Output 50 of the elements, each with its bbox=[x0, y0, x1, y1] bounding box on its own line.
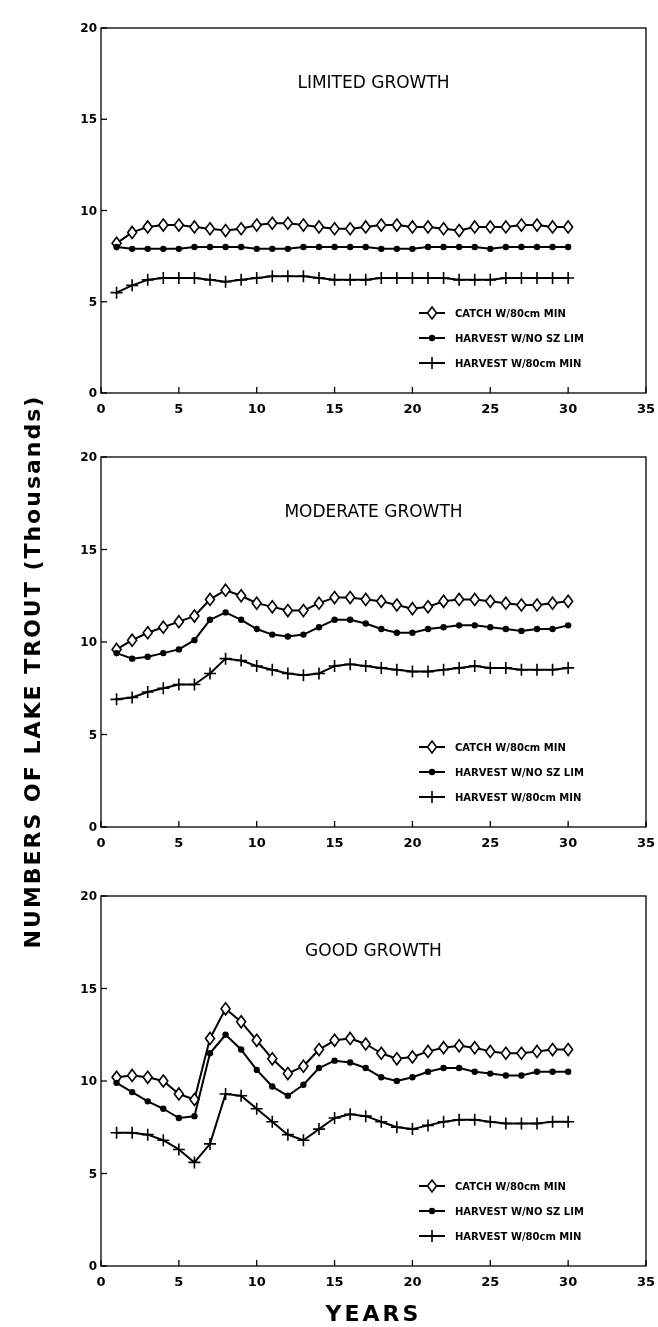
x-tick-label: 30 bbox=[559, 1274, 578, 1289]
x-tick-label: 20 bbox=[403, 1274, 422, 1289]
text: MODERATE GROWTH bbox=[284, 501, 463, 521]
x-tick-label: 35 bbox=[636, 1274, 656, 1289]
text: GOOD GROWTH bbox=[305, 940, 442, 960]
x-tick-label: 35 bbox=[636, 401, 656, 416]
x-tick-label: 25 bbox=[481, 835, 500, 850]
legend-label: HARVEST W/80cm MIN bbox=[455, 792, 582, 803]
x-tick-label: 25 bbox=[481, 1274, 500, 1289]
x-tick-label: 5 bbox=[174, 401, 184, 416]
x-tick-label: 5 bbox=[174, 1274, 184, 1289]
legend-label: HARVEST W/80cm MIN bbox=[455, 1231, 582, 1242]
y-tick-label: 10 bbox=[80, 1074, 97, 1088]
y-tick-label: 10 bbox=[80, 203, 97, 218]
y-tick-label: 5 bbox=[88, 1166, 97, 1181]
y-tick-label: 15 bbox=[80, 981, 97, 996]
x-tick-label: 20 bbox=[403, 835, 422, 850]
x-tick-label: 15 bbox=[325, 1274, 344, 1289]
legend-label: CATCH W/80cm MIN bbox=[455, 1181, 566, 1192]
legend-label: CATCH W/80cm MIN bbox=[455, 308, 566, 319]
legend-label: HARVEST W/NO SZ LIM bbox=[455, 767, 584, 778]
y-tick-label: 15 bbox=[80, 542, 97, 557]
x-axis-title: YEARS bbox=[324, 1301, 422, 1326]
y-tick-label: 20 bbox=[80, 889, 97, 903]
x-tick-label: 35 bbox=[636, 835, 656, 850]
x-tick-label: 10 bbox=[247, 401, 266, 416]
text: LIMITED GROWTH bbox=[297, 72, 450, 92]
legend-label: HARVEST W/NO SZ LIM bbox=[455, 333, 584, 344]
x-tick-label: 30 bbox=[559, 401, 578, 416]
x-tick-label: 15 bbox=[325, 401, 344, 416]
y-tick-label: 0 bbox=[88, 386, 97, 400]
x-tick-label: 15 bbox=[325, 835, 344, 850]
legend-label: HARVEST W/80cm MIN bbox=[455, 358, 582, 369]
legend-label: HARVEST W/NO SZ LIM bbox=[455, 1206, 584, 1217]
legend-label: CATCH W/80cm MIN bbox=[455, 742, 566, 753]
x-tick-label: 10 bbox=[247, 1274, 266, 1289]
y-axis-title: NUMBERS OF LAKE TROUT (Thousands) bbox=[20, 394, 45, 949]
x-tick-label: 20 bbox=[403, 401, 422, 416]
y-tick-label: 5 bbox=[88, 294, 97, 309]
x-tick-label: 5 bbox=[174, 835, 184, 850]
y-tick-label: 15 bbox=[80, 112, 97, 127]
x-tick-label: 25 bbox=[481, 401, 500, 416]
y-tick-label: 20 bbox=[80, 21, 97, 35]
y-tick-label: 0 bbox=[88, 1259, 97, 1273]
x-tick-label: 10 bbox=[247, 835, 266, 850]
y-tick-label: 0 bbox=[88, 820, 97, 834]
x-tick-label: 30 bbox=[559, 835, 578, 850]
y-tick-label: 5 bbox=[88, 727, 97, 742]
y-tick-label: 10 bbox=[80, 635, 97, 649]
y-tick-label: 20 bbox=[80, 450, 97, 464]
